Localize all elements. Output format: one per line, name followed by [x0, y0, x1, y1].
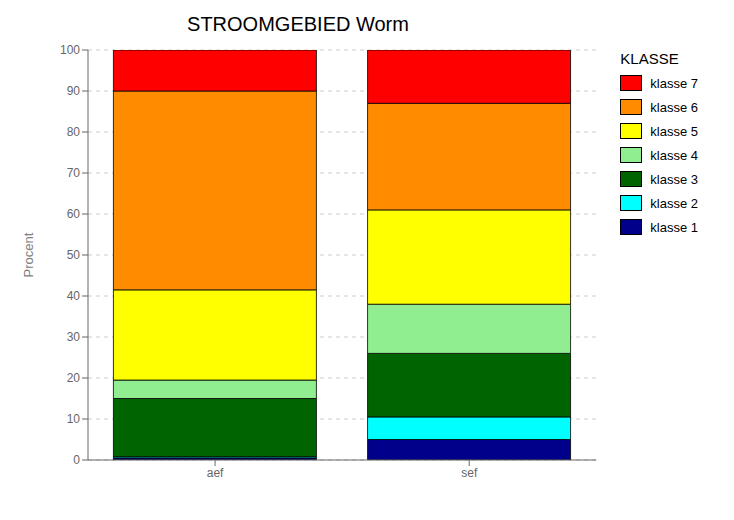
svg-text:100: 100	[60, 43, 80, 57]
svg-text:60: 60	[67, 207, 81, 221]
svg-text:80: 80	[67, 125, 81, 139]
svg-text:20: 20	[67, 371, 81, 385]
html-text:STROOMGEBIED Worm: STROOMGEBIED Worm	[187, 13, 409, 35]
svg-text:30: 30	[67, 330, 81, 344]
svg-text:10: 10	[67, 412, 81, 426]
svg-text:90: 90	[67, 84, 81, 98]
html-text:KLASSE: KLASSE	[620, 50, 679, 67]
svg-text:sef: sef	[461, 466, 478, 480]
svg-text:40: 40	[67, 289, 81, 303]
html-text:klasse 4: klasse 4	[650, 147, 698, 163]
svg-text:70: 70	[67, 166, 81, 180]
html-text:klasse 2: klasse 2	[650, 195, 698, 211]
html-text:klasse 5: klasse 5	[650, 123, 698, 139]
html-text:klasse 3: klasse 3	[650, 171, 698, 187]
svg-text:0: 0	[73, 453, 80, 467]
html-text:klasse 6: klasse 6	[650, 99, 698, 115]
svg-text:aef: aef	[207, 466, 224, 480]
svg-text:50: 50	[67, 248, 81, 262]
html-text:klasse 1: klasse 1	[650, 219, 698, 235]
svg-text:Procent: Procent	[21, 232, 36, 277]
html-text:klasse 7: klasse 7	[650, 75, 698, 91]
